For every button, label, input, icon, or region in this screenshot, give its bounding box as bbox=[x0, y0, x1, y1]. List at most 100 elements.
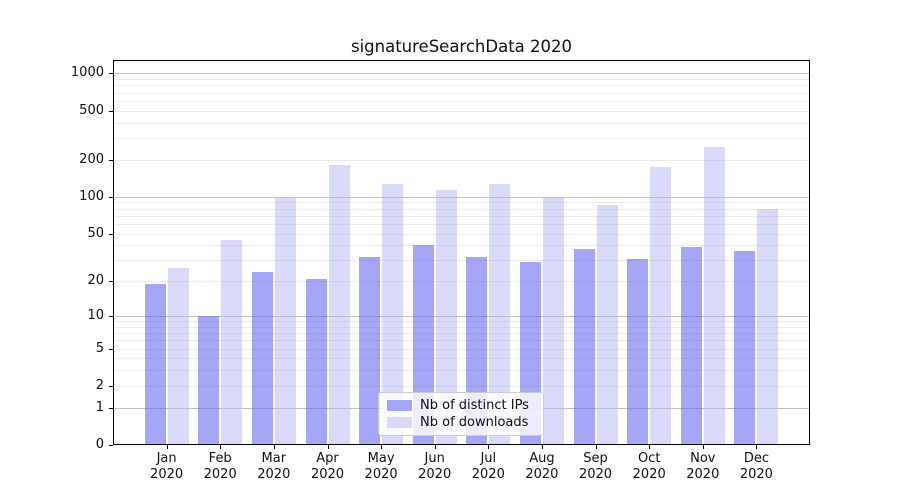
x-tick-label-month: Jan bbox=[156, 451, 177, 466]
x-tick-label-year: 2020 bbox=[257, 467, 291, 482]
minor-gridline bbox=[113, 260, 810, 262]
minor-gridline bbox=[113, 326, 810, 328]
y-tick-mark bbox=[109, 233, 113, 235]
bar-distinct-ips bbox=[305, 278, 327, 445]
minor-gridline bbox=[113, 138, 810, 139]
x-tick-label-month: Dec bbox=[743, 451, 769, 466]
x-tick-mark bbox=[649, 445, 651, 449]
bar-downloads bbox=[274, 198, 296, 445]
x-tick-label-year: 2020 bbox=[686, 467, 720, 482]
x-tick-label-month: Sep bbox=[583, 451, 608, 466]
x-tick-mark bbox=[488, 445, 490, 449]
minor-gridline bbox=[113, 281, 810, 283]
y-tick-label: 10 bbox=[87, 308, 104, 323]
minor-gridline bbox=[113, 340, 810, 342]
y-tick-mark bbox=[109, 385, 113, 387]
x-tick-label-year: 2020 bbox=[418, 467, 452, 482]
x-tick-mark bbox=[595, 445, 597, 449]
legend-label-downloads: Nb of downloads bbox=[420, 415, 529, 430]
bar-downloads bbox=[382, 184, 404, 445]
bar-distinct-ips bbox=[627, 258, 649, 445]
minor-gridline bbox=[113, 208, 810, 210]
bar-downloads bbox=[757, 208, 779, 445]
x-tick-label-year: 2020 bbox=[471, 467, 505, 482]
x-tick-label-month: Mar bbox=[261, 451, 287, 466]
bar-downloads bbox=[650, 167, 672, 445]
bar-downloads bbox=[221, 240, 243, 445]
x-tick-mark bbox=[220, 445, 222, 449]
major-gridline bbox=[113, 316, 810, 317]
bar-distinct-ips bbox=[251, 271, 273, 445]
minor-gridline bbox=[113, 92, 810, 94]
y-tick-label: 2 bbox=[95, 377, 104, 393]
y-tick-mark bbox=[109, 348, 113, 350]
x-tick-mark bbox=[166, 445, 168, 449]
plot-area bbox=[113, 60, 810, 445]
bar-downloads bbox=[703, 147, 725, 445]
x-tick-mark bbox=[273, 445, 275, 449]
y-tick-label: 5 bbox=[95, 340, 104, 356]
minor-gridline bbox=[113, 333, 810, 335]
y-tick-label: 1 bbox=[95, 399, 104, 415]
legend-item-distinct-ips: Nb of distinct IPs bbox=[387, 398, 535, 413]
minor-gridline bbox=[113, 159, 810, 161]
x-tick-label-year: 2020 bbox=[364, 467, 398, 482]
x-tick-label-year: 2020 bbox=[739, 467, 773, 482]
x-tick-mark bbox=[756, 445, 758, 449]
bar-downloads bbox=[328, 164, 350, 445]
x-tick-label-year: 2020 bbox=[632, 467, 666, 482]
y-tick-label: 50 bbox=[87, 225, 104, 241]
x-tick-label-month: Oct bbox=[637, 451, 661, 466]
x-tick-mark bbox=[702, 445, 704, 449]
x-tick-label-month: Apr bbox=[316, 451, 339, 466]
y-tick-mark bbox=[109, 196, 113, 198]
minor-gridline bbox=[113, 385, 810, 387]
x-tick-label-year: 2020 bbox=[203, 467, 237, 482]
x-tick-label-month: Feb bbox=[208, 451, 232, 466]
minor-gridline bbox=[113, 321, 810, 323]
legend-swatch-ips bbox=[387, 400, 412, 411]
bar-downloads bbox=[167, 267, 189, 445]
minor-gridline bbox=[113, 233, 810, 235]
y-tick-mark bbox=[109, 407, 113, 409]
legend: Nb of distinct IPs Nb of downloads bbox=[378, 392, 544, 436]
x-tick-label-year: 2020 bbox=[310, 467, 345, 482]
y-tick-label: 1000 bbox=[70, 65, 104, 81]
y-tick-mark bbox=[109, 110, 113, 112]
bar-distinct-ips bbox=[734, 250, 756, 445]
bar-distinct-ips bbox=[198, 316, 220, 445]
minor-gridline bbox=[113, 245, 810, 247]
x-tick-label-year: 2020 bbox=[525, 467, 559, 482]
x-tick-mark bbox=[381, 445, 383, 449]
y-tick-mark bbox=[109, 445, 113, 446]
chart-title: signatureSearchData 2020 bbox=[350, 37, 573, 56]
y-tick-label: 500 bbox=[79, 102, 104, 118]
x-tick-label-month: Jul bbox=[480, 451, 497, 466]
x-tick-mark bbox=[327, 445, 329, 449]
x-tick-label-year: 2020 bbox=[150, 467, 184, 482]
y-tick-mark bbox=[109, 316, 113, 317]
minor-gridline bbox=[113, 223, 810, 225]
legend-label-distinct-ips: Nb of distinct IPs bbox=[420, 398, 529, 413]
minor-gridline bbox=[113, 215, 810, 217]
x-tick-label-month: Nov bbox=[690, 451, 716, 466]
y-tick-label: 200 bbox=[79, 151, 104, 167]
minor-gridline bbox=[113, 79, 810, 80]
major-gridline bbox=[113, 196, 810, 198]
bar-downloads bbox=[596, 205, 618, 445]
y-tick-label: 100 bbox=[79, 188, 104, 204]
minor-gridline bbox=[113, 358, 810, 360]
bar-downloads bbox=[489, 184, 511, 445]
bar-distinct-ips bbox=[359, 256, 381, 445]
minor-gridline bbox=[113, 202, 810, 204]
bar-downloads bbox=[542, 197, 564, 445]
legend-item-downloads: Nb of downloads bbox=[387, 415, 535, 430]
y-tick-label: 0 bbox=[95, 437, 104, 452]
y-tick-mark bbox=[109, 159, 113, 161]
x-tick-label-year: 2020 bbox=[578, 467, 613, 482]
y-tick-label: 20 bbox=[87, 273, 104, 289]
bar-downloads bbox=[435, 190, 457, 445]
bar-distinct-ips bbox=[680, 246, 702, 445]
legend-swatch-downloads bbox=[387, 417, 412, 428]
